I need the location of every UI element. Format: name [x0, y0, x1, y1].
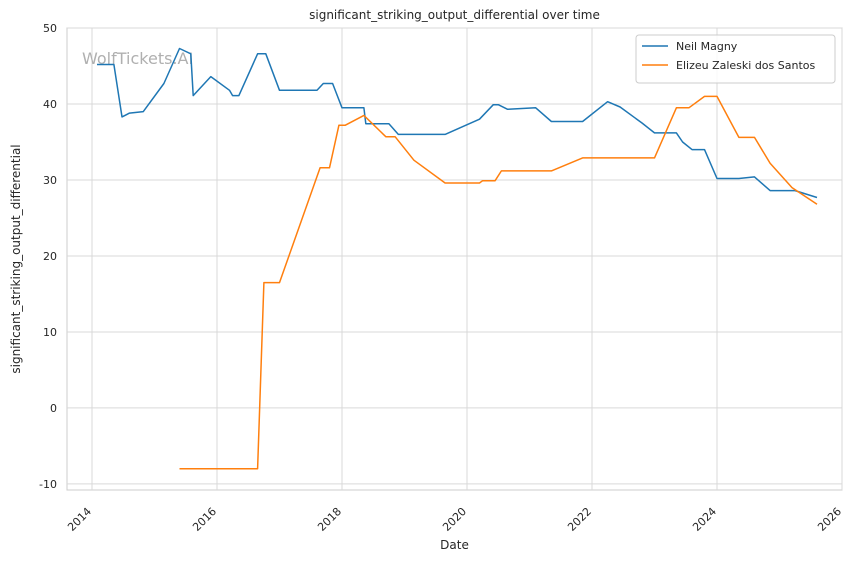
legend-label: Neil Magny [676, 40, 738, 53]
x-tick-label: 2018 [315, 505, 344, 534]
chart-title: significant_striking_output_differential… [309, 8, 600, 22]
series-line-1 [179, 95, 818, 470]
y-tick-label: 30 [43, 174, 57, 187]
plot-area [66, 27, 843, 491]
x-tick-label: 2014 [65, 505, 94, 534]
grid [67, 27, 843, 490]
legend: Neil Magny Elizeu Zaleski dos Santos [635, 34, 836, 84]
y-tick-label: 0 [50, 402, 57, 415]
watermark-text: WolfTickets.AI [82, 49, 193, 68]
y-axis-title: significant_striking_output_differential [9, 144, 23, 373]
y-tick-label: 50 [43, 22, 57, 35]
x-tick-label: 2020 [440, 505, 469, 534]
series-line-0 [97, 47, 818, 199]
x-tick-label: 2024 [690, 505, 719, 534]
y-tick-label: 40 [43, 98, 57, 111]
y-tick-label: 20 [43, 250, 57, 263]
x-tick-label: 2022 [565, 505, 594, 534]
y-tick-label: 10 [43, 326, 57, 339]
x-tick-label: 2026 [815, 505, 844, 534]
legend-label: Elizeu Zaleski dos Santos [676, 59, 816, 72]
legend-box [635, 34, 836, 84]
x-tick-label: 2016 [190, 505, 219, 534]
x-axis-title: Date [440, 538, 469, 552]
y-tick-label: -10 [39, 478, 57, 491]
series-lines [97, 47, 818, 470]
